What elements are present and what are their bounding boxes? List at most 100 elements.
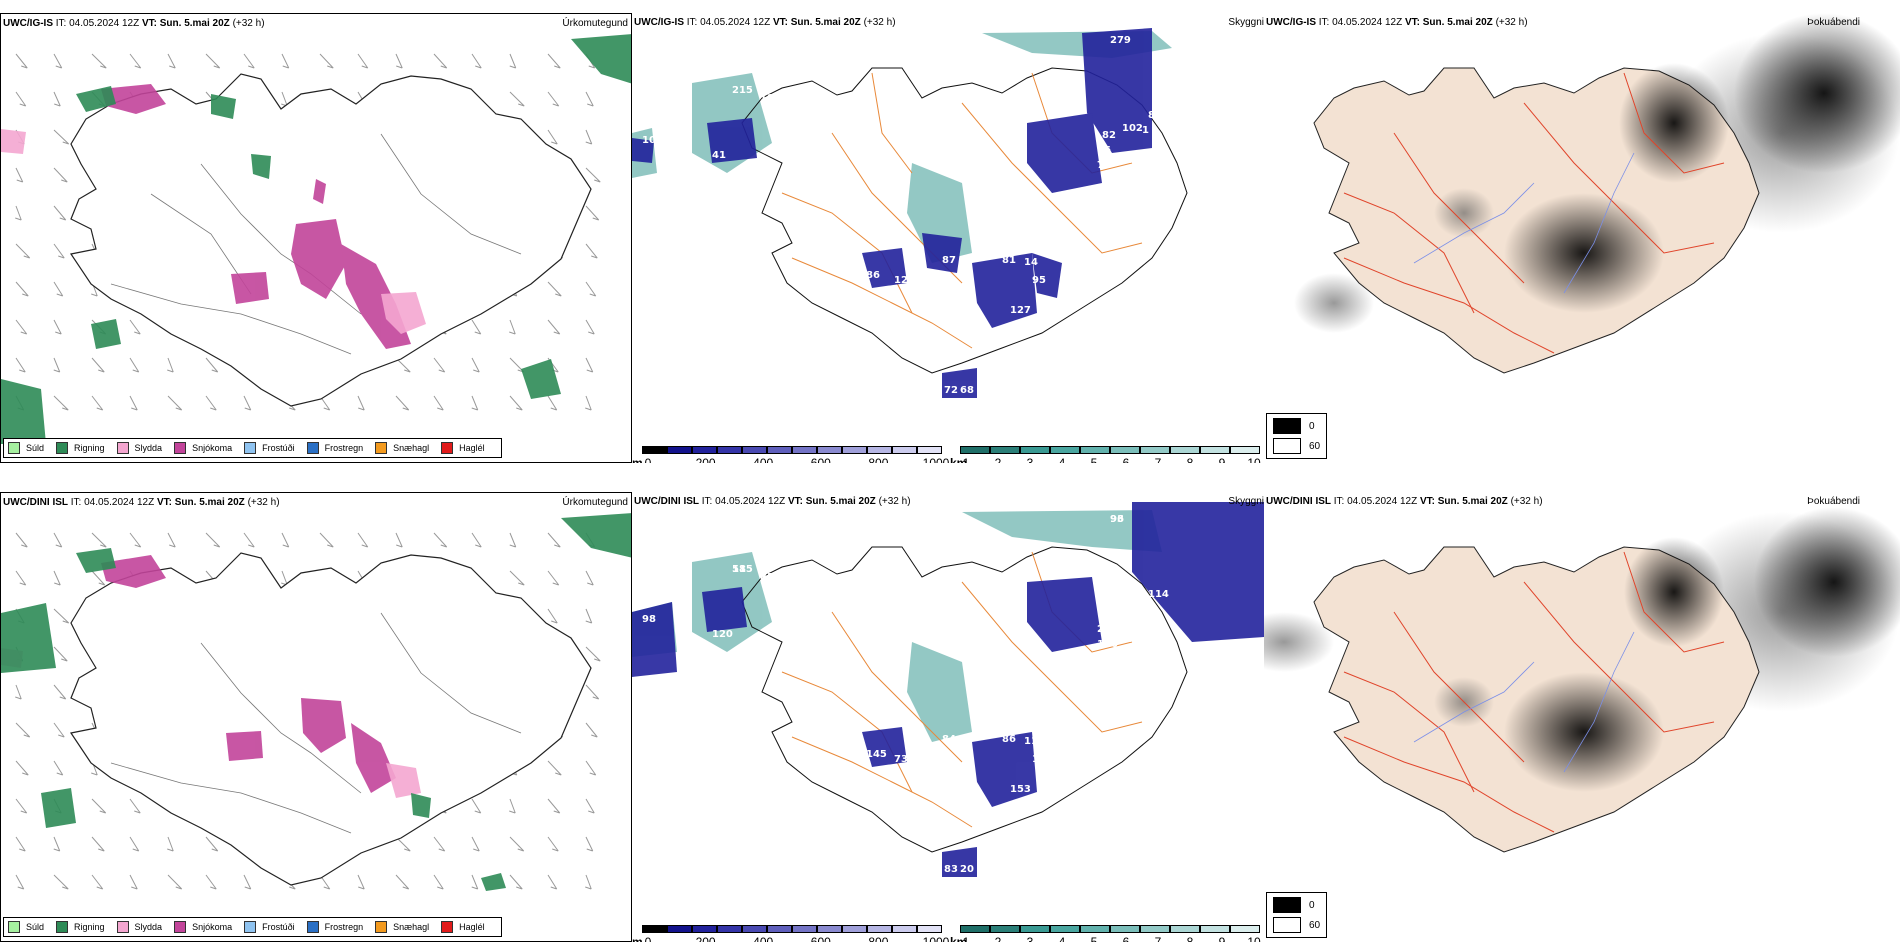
fog-scale: 0 60	[1266, 413, 1328, 459]
legend-label: Haglél	[459, 922, 485, 932]
legend-swatch	[174, 921, 187, 933]
cloud-base-label: 73	[894, 754, 908, 765]
colorbar-segment	[692, 446, 717, 454]
colorbar-segment	[1230, 925, 1260, 933]
wind-barb	[15, 91, 27, 107]
cloud-base-label: 41	[712, 150, 726, 161]
cloud-base-label: 11	[1024, 736, 1038, 747]
wind-barb	[433, 836, 446, 852]
colorbar-segment	[742, 925, 767, 933]
colorbar-tick: 0	[644, 935, 652, 942]
cloud-base-label: 92	[1127, 634, 1141, 645]
fog-min-label: 0	[1309, 899, 1315, 911]
legend-label: Frostregn	[324, 443, 364, 453]
lead-time: (+32 h)	[878, 496, 911, 507]
cloud-base-label: 68	[960, 385, 974, 396]
rain-areas	[1, 34, 631, 444]
wind-barb	[15, 684, 22, 700]
wind-barb	[395, 395, 410, 411]
cloud-base-label: 91	[914, 267, 928, 278]
colorbar-segment	[667, 446, 692, 454]
wind-barb	[585, 760, 597, 776]
wind-barb	[585, 167, 601, 183]
wind-barb	[547, 395, 558, 411]
it-value: 04.05.2024 12Z	[69, 18, 140, 29]
colorbar-segment	[917, 925, 942, 933]
legend-label: Snæhagl	[393, 443, 430, 453]
roads	[1343, 72, 1725, 354]
panel-title: Þokuábendi	[1807, 17, 1860, 28]
wind-barb	[91, 532, 107, 548]
precip-map	[1, 34, 631, 444]
wind-barb	[547, 532, 561, 548]
colorbar-tick: 1	[962, 935, 970, 942]
colorbar-tick: 7	[1154, 935, 1162, 942]
snow-areas	[101, 555, 396, 793]
fog-min-swatch	[1273, 438, 1301, 454]
wind-barb	[53, 205, 67, 221]
colorbar-segment	[1020, 446, 1050, 454]
colorbar-segment	[792, 446, 817, 454]
vt-value: Sun. 5.mai 20Z	[790, 17, 861, 28]
wind-barb	[53, 129, 70, 145]
cloud-base-label: 84	[942, 734, 956, 745]
wind-barb	[15, 532, 28, 548]
wind-barb	[53, 836, 61, 852]
panel-header: UWC/IG-IS IT: 04.05.2024 12Z VT: Sun. 5.…	[634, 17, 896, 28]
model-name: UWC/DINI ISL	[3, 497, 68, 508]
colorbar-tick: 2	[994, 935, 1002, 942]
cloud-panel-1: UWC/IG-IS IT: 04.05.2024 12Z VT: Sun. 5.…	[632, 13, 1264, 463]
wind-barb	[129, 395, 138, 411]
legend-item: Snjókoma	[174, 442, 232, 454]
panel-header: UWC/DINI ISL IT: 04.05.2024 12Z VT: Sun.…	[634, 496, 911, 507]
cloud-base-label: 101	[1132, 669, 1153, 680]
colorbar-tick: 200	[695, 935, 716, 942]
legend-swatch	[8, 442, 20, 454]
wind-barb	[547, 281, 562, 297]
cloud-base-label: 86	[866, 270, 880, 281]
wind-barb	[547, 570, 560, 586]
fog-map	[1264, 507, 1900, 853]
wind-barb	[15, 357, 26, 373]
legend-item: Frostregn	[306, 921, 363, 933]
colorbar-segment	[1170, 446, 1200, 454]
wind-barb	[205, 395, 217, 411]
cloud-base-label: 102	[1122, 123, 1143, 134]
legend-swatch	[441, 442, 454, 454]
fog-max-label: 60	[1309, 919, 1321, 931]
fog-max-label: 60	[1309, 440, 1321, 452]
model-name: UWC/IG-IS	[1266, 17, 1316, 28]
colorbar-segment	[1050, 925, 1080, 933]
legend-item: Snæhagl	[375, 442, 429, 454]
colorbar-tick: 8	[1186, 935, 1194, 942]
wind-barb	[129, 798, 141, 814]
colorbar-segment	[742, 446, 767, 454]
wind-barb	[395, 53, 403, 69]
wind-barb	[509, 395, 523, 411]
colorbar-segment	[667, 925, 692, 933]
wind-barb	[205, 357, 219, 373]
cloud-base-label: 115	[732, 564, 753, 575]
legend-swatch	[375, 442, 388, 454]
wind-barb	[243, 532, 255, 548]
colorbar-tick: 9	[1218, 456, 1226, 463]
colorbar-segment	[717, 925, 742, 933]
it-label: IT:	[701, 496, 713, 507]
legend-label: Haglél	[459, 443, 485, 453]
wind-barb	[509, 836, 525, 852]
wind-barb	[167, 532, 176, 548]
wind-barb	[357, 532, 369, 548]
cloud-base-label: 1	[1142, 125, 1149, 136]
wind-barb	[53, 91, 61, 107]
colorbar-segment	[1110, 446, 1140, 454]
wind-barb	[585, 395, 592, 411]
cloud-base-label: 96	[1142, 604, 1156, 615]
cloud-base-label: 110	[1102, 609, 1123, 620]
colorbar-segment	[1110, 925, 1140, 933]
wind-barb	[547, 53, 561, 69]
wind-barb	[167, 395, 183, 411]
panel-title: Úrkomutegund	[562, 497, 628, 508]
legend-item: Frostúði	[244, 442, 295, 454]
